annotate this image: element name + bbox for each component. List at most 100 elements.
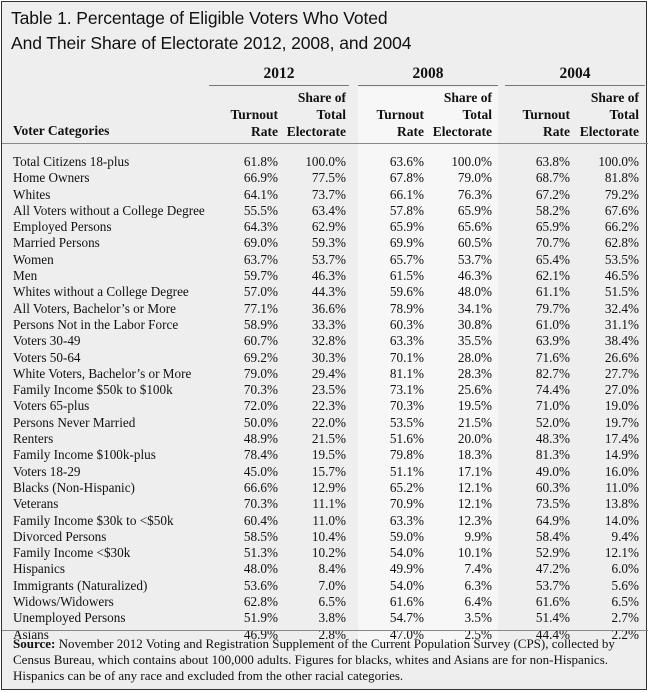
- turnout-cell: 70.9%: [389, 496, 424, 512]
- share-cell: 6.0%: [611, 561, 639, 577]
- turnout-cell: 60.3%: [535, 479, 570, 495]
- table-title: Table 1. Percentage of Eligible Voters W…: [11, 6, 411, 56]
- share-cell: 11.1%: [312, 496, 346, 512]
- turnout-cell: 78.9%: [389, 300, 424, 316]
- share-cell: 22.0%: [311, 414, 346, 430]
- share-cell: 3.8%: [318, 610, 346, 626]
- turnout-cell: 82.7%: [535, 365, 570, 381]
- share-cell: 18.3%: [457, 447, 492, 463]
- turnout-cell: 60.7%: [243, 333, 278, 349]
- share-cell: 46.3%: [457, 268, 492, 284]
- share-cell: 53.7%: [311, 251, 346, 267]
- row-category: Unemployed Persons: [13, 610, 126, 626]
- share-cell: 28.0%: [457, 349, 492, 365]
- table-row: Employed Persons 64.3% 62.9% 65.9% 65.6% 65.9…: [2, 219, 648, 235]
- turnout-cell: 53.5%: [389, 414, 424, 430]
- turnout-cell: 71.0%: [535, 398, 570, 414]
- turnout-cell: 77.1%: [243, 300, 278, 316]
- turnout-cell: 51.9%: [243, 610, 278, 626]
- turnout-cell: 66.1%: [389, 186, 424, 202]
- table-row: Voters 30-49 60.7% 32.8% 63.3% 35.5% 63.9% 38.…: [2, 333, 648, 349]
- row-category: Persons Not in the Labor Force: [13, 316, 179, 332]
- turnout-header-2012: Turnout Rate: [230, 107, 278, 139]
- share-cell: 100.0%: [451, 154, 492, 169]
- row-category: Veterans: [13, 496, 59, 512]
- turnout-cell: 70.3%: [243, 496, 278, 512]
- share-cell: 48.0%: [457, 284, 492, 300]
- share-cell: 51.5%: [604, 284, 639, 300]
- row-category: Voters 18-29: [13, 463, 81, 479]
- share-cell: 62.9%: [311, 219, 346, 235]
- share-cell: 53.5%: [604, 251, 639, 267]
- row-category: Divorced Persons: [13, 528, 107, 544]
- row-category: Blacks (Non-Hispanic): [13, 479, 135, 495]
- row-category: Men: [13, 268, 38, 284]
- turnout-cell: 61.6%: [535, 594, 570, 610]
- turnout-cell: 65.9%: [535, 219, 570, 235]
- share-cell: 79.2%: [604, 186, 639, 202]
- table-row: Whites without a College Degree 57.0% 44.3…: [2, 284, 648, 300]
- share-cell: 17.1%: [457, 463, 492, 479]
- turnout-cell: 51.6%: [389, 431, 424, 447]
- source-text: November 2012 Voting and Registration Su…: [13, 636, 615, 683]
- table-row: Voters 65-plus 72.0% 22.3% 70.3% 19.5% 71.0% 1…: [2, 398, 648, 414]
- row-category: Persons Never Married: [13, 414, 136, 430]
- share-cell: 12.1%: [604, 545, 639, 561]
- turnout-cell: 53.6%: [243, 577, 278, 593]
- share-cell: 100.0%: [598, 154, 639, 169]
- table-row: Divorced Persons 58.5% 10.4% 59.0% 9.9% 58.4%…: [2, 529, 648, 545]
- header-rule: [2, 143, 648, 144]
- share-cell: 27.7%: [604, 365, 639, 381]
- turnout-cell: 70.3%: [243, 382, 278, 398]
- row-category: Employed Persons: [13, 219, 112, 235]
- turnout-cell: 45.0%: [243, 463, 278, 479]
- year-2008: 2008: [358, 65, 498, 86]
- turnout-cell: 79.7%: [535, 300, 570, 316]
- share-cell: 12.3%: [457, 512, 492, 528]
- share-cell: 9.4%: [611, 528, 639, 544]
- table-row: Immigrants (Naturalized) 53.6% 7.0% 54.0% 6.…: [2, 578, 648, 594]
- share-cell: 36.6%: [311, 300, 346, 316]
- turnout-cell: 59.6%: [389, 284, 424, 300]
- turnout-cell: 52.9%: [535, 545, 570, 561]
- title-line-1: Table 1. Percentage of Eligible Voters W…: [11, 8, 388, 28]
- table-row: All Voters, Bachelor’s or More 77.1% 36.6%…: [2, 301, 648, 317]
- turnout-cell: 81.3%: [535, 447, 570, 463]
- share-cell: 60.5%: [457, 235, 492, 251]
- share-cell: 14.9%: [604, 447, 639, 463]
- turnout-cell: 73.5%: [535, 496, 570, 512]
- table-row: Widows/Widowers 62.8% 6.5% 61.6% 6.4% 61.6% 6.…: [2, 594, 648, 610]
- share-cell: 19.5%: [311, 447, 346, 463]
- row-category: Widows/Widowers: [13, 594, 114, 610]
- row-category: Voters 65-plus: [13, 398, 90, 414]
- row-category: Family Income <$30k: [13, 545, 131, 561]
- source-label: Source:: [13, 636, 56, 651]
- share-cell: 29.4%: [311, 365, 346, 381]
- turnout-cell: 73.1%: [389, 382, 424, 398]
- turnout-cell: 69.2%: [243, 349, 278, 365]
- turnout-cell: 59.7%: [243, 268, 278, 284]
- share-cell: 7.0%: [318, 577, 346, 593]
- row-category: Hispanics: [13, 561, 66, 577]
- turnout-cell: 58.5%: [243, 528, 278, 544]
- share-cell: 8.4%: [318, 561, 346, 577]
- title-line-2: And Their Share of Electorate 2012, 2008…: [11, 33, 412, 53]
- share-cell: 46.5%: [604, 268, 639, 284]
- share-cell: 25.6%: [457, 382, 492, 398]
- row-category: Whites without a College Degree: [13, 284, 189, 300]
- share-cell: 10.4%: [311, 528, 346, 544]
- share-cell: 32.4%: [604, 300, 639, 316]
- share-cell: 100.0%: [305, 154, 346, 169]
- turnout-cell: 74.4%: [535, 382, 570, 398]
- share-cell: 76.3%: [457, 186, 492, 202]
- share-cell: 44.3%: [311, 284, 346, 300]
- turnout-cell: 71.6%: [535, 349, 570, 365]
- share-cell: 32.8%: [311, 333, 346, 349]
- turnout-cell: 78.4%: [243, 447, 278, 463]
- turnout-cell: 65.2%: [389, 479, 424, 495]
- turnout-cell: 65.7%: [389, 251, 424, 267]
- share-cell: 12.1%: [457, 496, 492, 512]
- share-cell: 19.7%: [604, 414, 639, 430]
- turnout-cell: 54.7%: [389, 610, 424, 626]
- share-cell: 6.4%: [464, 594, 492, 610]
